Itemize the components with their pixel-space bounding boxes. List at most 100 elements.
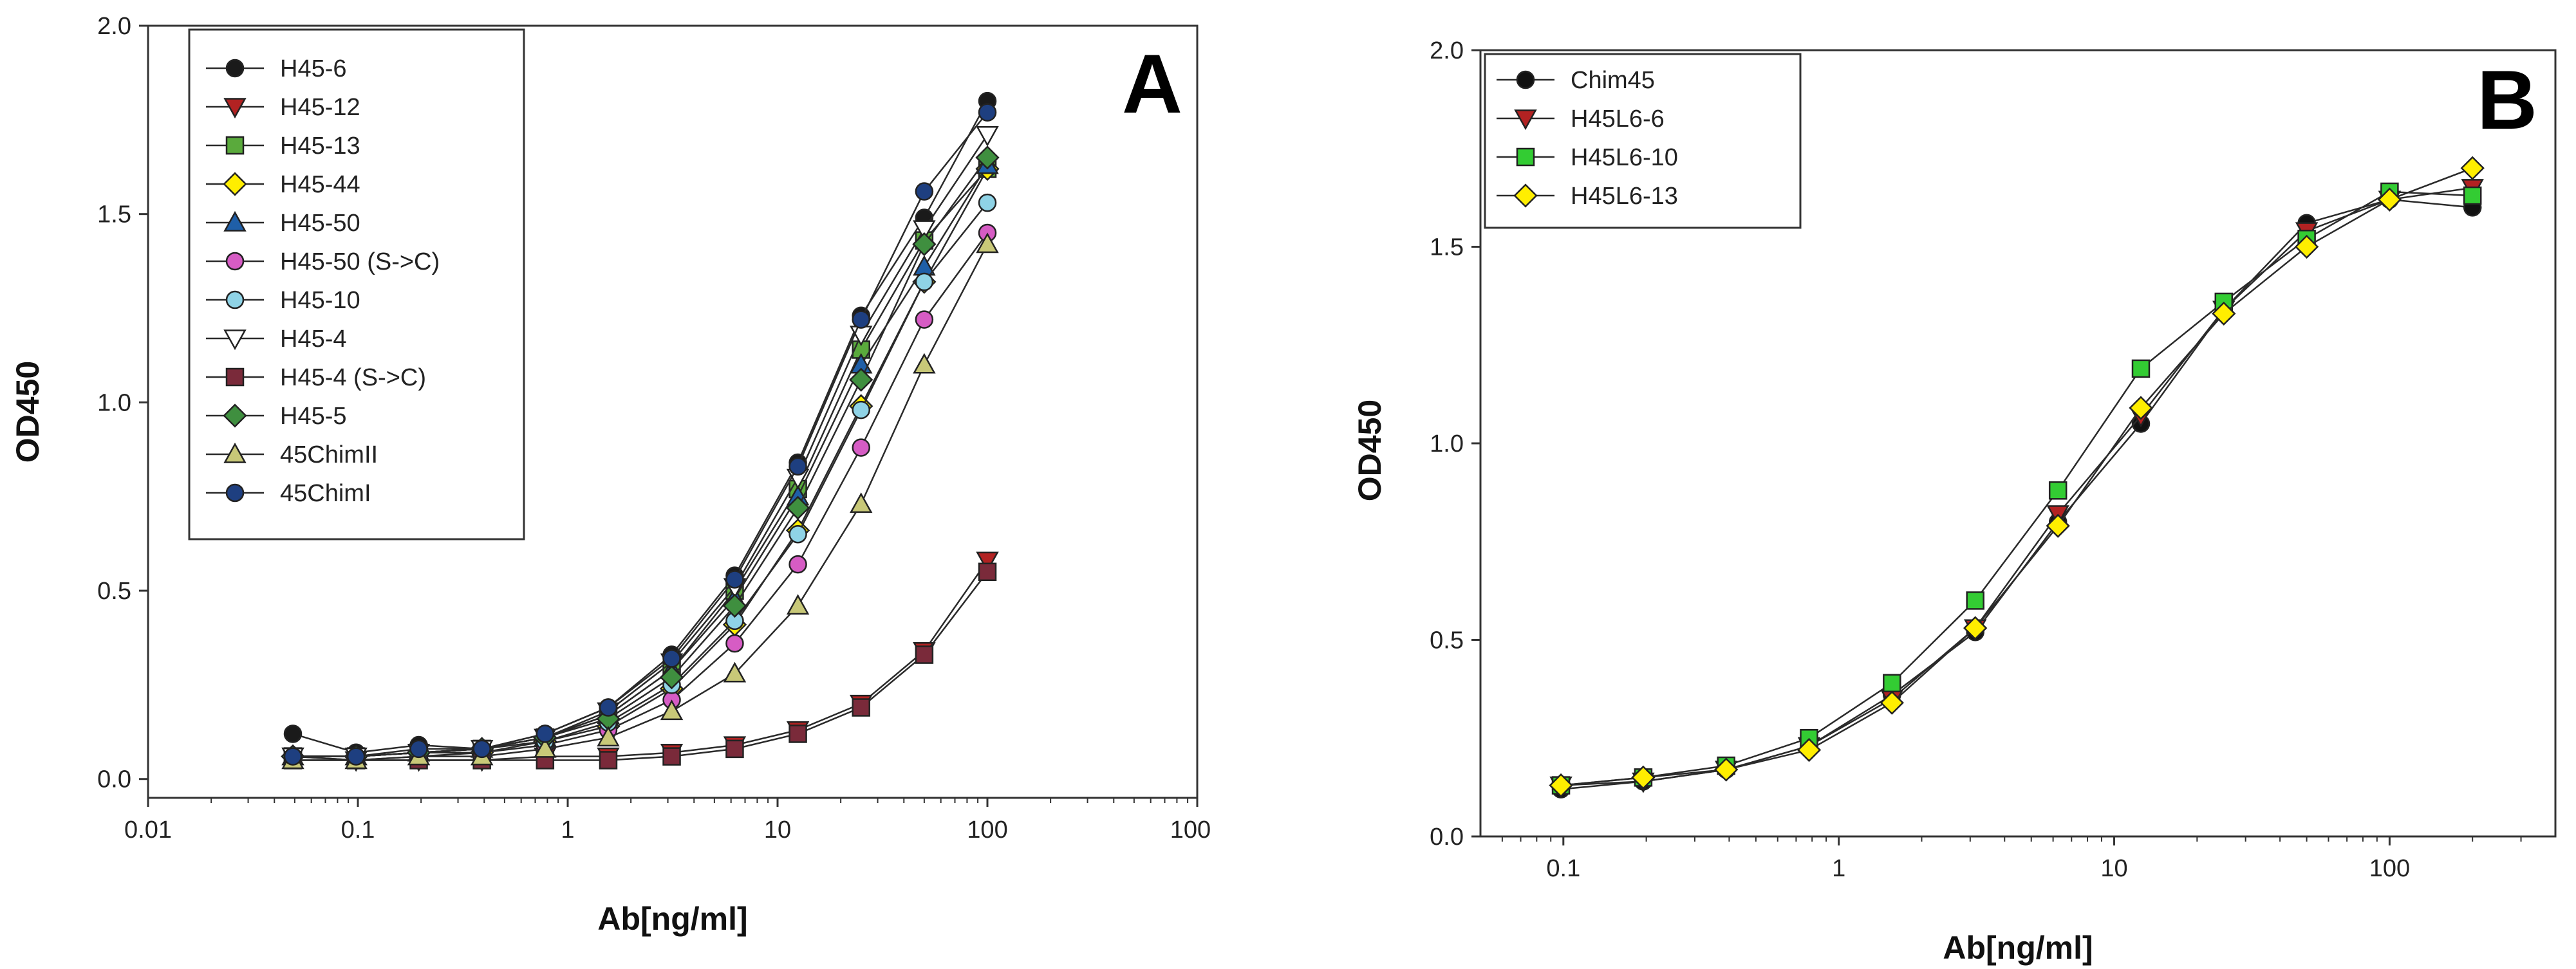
x-tick-label: 1 [561, 817, 574, 844]
y-tick-label: 1.5 [97, 201, 131, 228]
y-tick-label: 1.5 [1430, 234, 1464, 261]
legend-marker [225, 290, 245, 309]
data-point [976, 126, 999, 147]
legend-marker [1516, 147, 1535, 167]
legend-label: H45-4 [280, 326, 347, 353]
legend-marker [225, 59, 245, 78]
axes: 0.1 1 10 100 0.0 0.5 1.0 1.5 2.0 [1430, 37, 2522, 882]
data-point [913, 220, 936, 241]
data-point [662, 649, 681, 668]
x-axis-label: Ab[ng/ml] [597, 901, 747, 937]
x-axis-label: Ab[ng/ml] [1943, 930, 2093, 966]
y-tick-label: 0.0 [1430, 824, 1464, 851]
data-point [1631, 765, 1656, 790]
y-tick-label: 0.5 [97, 578, 131, 605]
legend-entry: 45ChimI [206, 480, 371, 507]
legend-marker [223, 210, 247, 232]
legend-entry: H45-13 [206, 133, 360, 160]
data-point [976, 551, 999, 573]
data-point [2131, 359, 2151, 378]
legend-label: H45-6 [280, 55, 347, 82]
legend-entry: H45-10 [206, 287, 360, 314]
data-point [852, 310, 870, 329]
legend-entries: H45-6 H45-12 H45-13 H45-44 H45-50 H45-50 (S->… [206, 55, 440, 507]
data-point [789, 457, 807, 476]
x-tick-label: 100 [2369, 855, 2410, 882]
data-point [472, 739, 491, 759]
legend-label: H45L6-6 [1571, 106, 1665, 133]
legend-marker [225, 136, 245, 155]
data-point [1963, 616, 1988, 640]
legend-marker [225, 483, 245, 503]
y-tick-label: 1.0 [97, 389, 131, 416]
legend-marker [1513, 183, 1538, 208]
legend-marker [225, 252, 245, 271]
data-point [785, 495, 810, 520]
data-point [789, 524, 807, 544]
x-tick-label: 0.01 [124, 817, 172, 844]
legend-entry: H45-4 (S->C) [206, 364, 426, 391]
legend-entry: H45-50 (S->C) [206, 248, 440, 275]
data-point [536, 724, 555, 743]
legend-marker [1516, 70, 1535, 89]
data-point [789, 555, 807, 574]
series-line [1560, 190, 2473, 786]
legend-label: H45L6-13 [1571, 183, 1678, 210]
legend-entry: H45-6 [206, 55, 347, 82]
data-point [346, 747, 366, 766]
legend-marker [223, 329, 247, 351]
data-point [283, 747, 303, 766]
data-point [978, 193, 997, 212]
series-line [293, 243, 989, 761]
legend-entry: H45-50 [206, 210, 360, 237]
data-point [662, 747, 681, 766]
data-point [1880, 690, 1904, 715]
legend-label: H45-4 (S->C) [280, 364, 426, 391]
series-line [293, 571, 988, 761]
x-tick-label: 0.1 [1546, 855, 1580, 882]
legend-label: Chim45 [1571, 67, 1655, 94]
legend-marker [223, 403, 247, 428]
legend-label: 45ChimI [280, 480, 371, 507]
data-point [913, 353, 936, 374]
legend-label: H45-50 [280, 210, 360, 237]
data-point [409, 739, 428, 759]
data-point [725, 634, 744, 653]
series-layer [1549, 156, 2485, 798]
data-point [659, 665, 684, 690]
data-point [2377, 187, 2402, 212]
x-tick-label: 1 [1832, 855, 1845, 882]
legend-entry: H45-44 [206, 171, 360, 198]
series-1 [1551, 190, 2482, 798]
legend-box [1484, 53, 1802, 229]
data-point [850, 492, 873, 513]
data-point [915, 310, 934, 329]
data-point [723, 661, 747, 683]
legend-label: H45L6-10 [1571, 144, 1678, 171]
legend-label: H45-50 (S->C) [280, 248, 440, 275]
data-point [975, 145, 1000, 170]
data-point [283, 724, 303, 743]
legend-marker [223, 98, 247, 119]
data-point [915, 272, 934, 291]
chart-panel-b: 0.1 1 10 100 0.0 0.5 1.0 1.5 2.0 OD450 Ab[ng/ml]… [1352, 37, 2557, 966]
legend: Chim45 H45L6-6 H45L6-10 H45L6-13 [1484, 53, 1802, 229]
legend-marker [1514, 109, 1537, 131]
legend-label: H45-12 [280, 94, 360, 121]
y-tick-label: 0.0 [97, 766, 131, 793]
data-point [852, 400, 870, 420]
series-4 [1549, 156, 2485, 798]
data-point [1883, 674, 1901, 692]
data-point [1714, 757, 1739, 782]
panel-label: B [2477, 53, 2537, 147]
legend-entry: 45ChimII [206, 441, 378, 468]
legend-entry: H45-12 [206, 94, 360, 121]
data-point [2460, 156, 2485, 180]
y-tick-label: 2.0 [1430, 37, 1464, 64]
x-tick-label: 0.1 [341, 817, 375, 844]
data-point [1797, 737, 1822, 762]
data-point [597, 726, 620, 747]
series-12 [283, 103, 997, 766]
